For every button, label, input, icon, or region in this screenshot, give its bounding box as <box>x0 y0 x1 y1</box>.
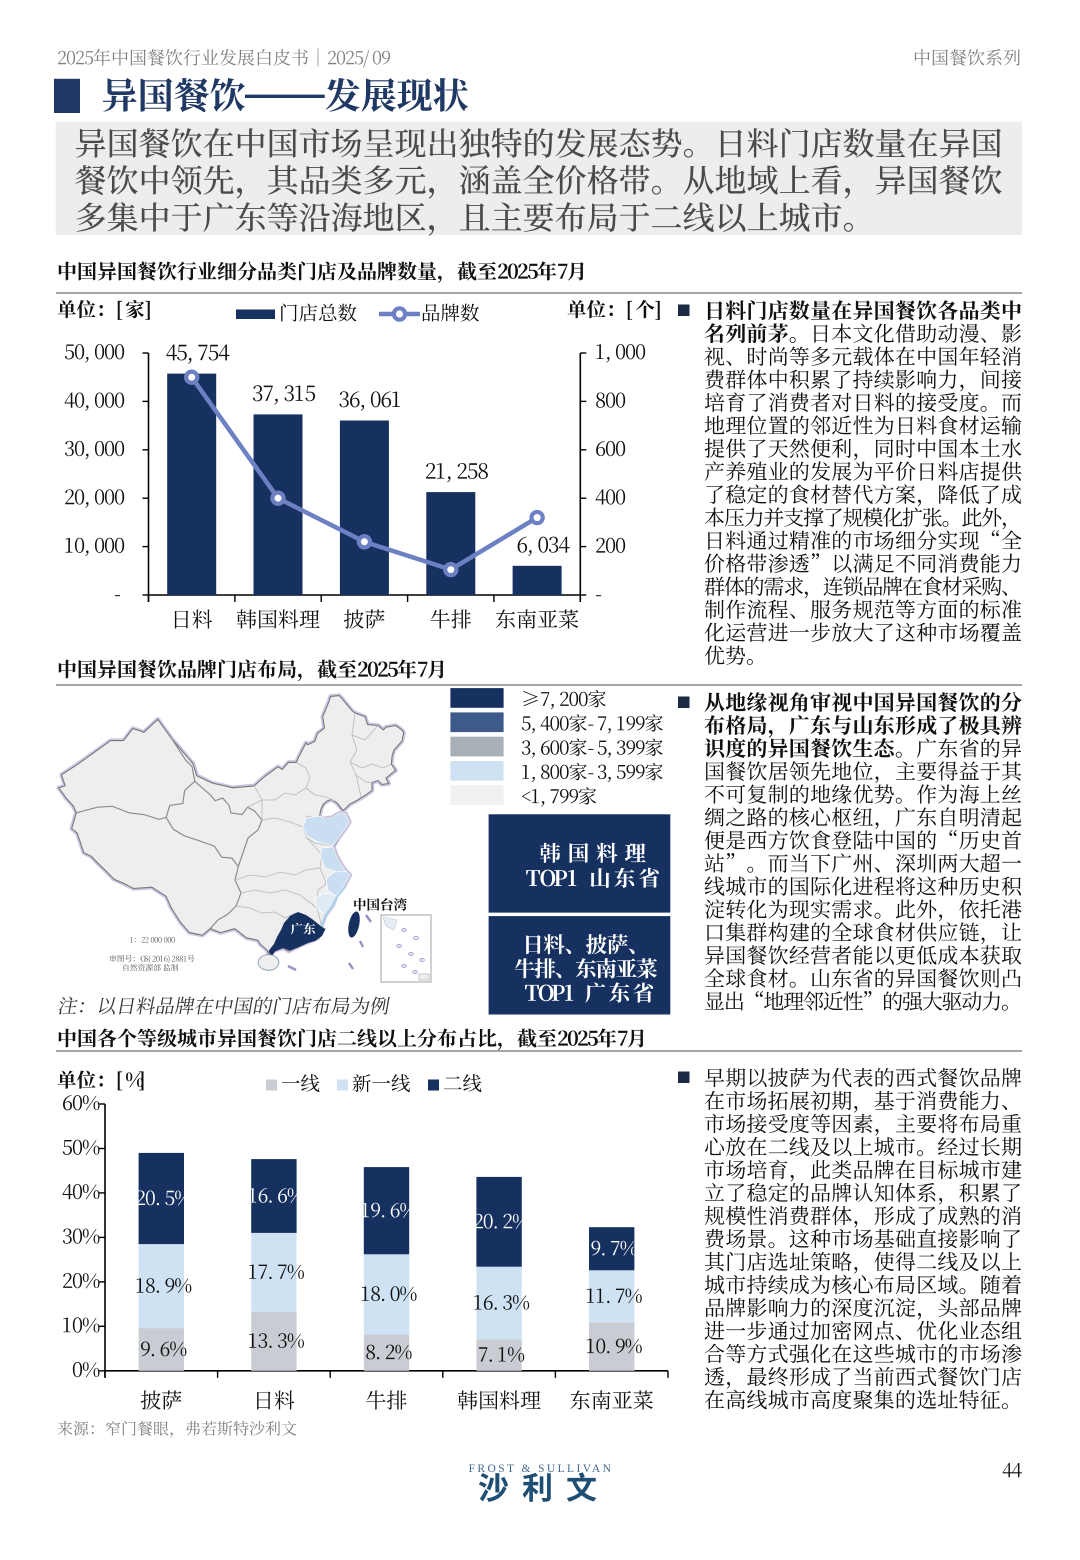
svg-text:FROST & SULLIVAN: FROST & SULLIVAN <box>469 1463 614 1475</box>
